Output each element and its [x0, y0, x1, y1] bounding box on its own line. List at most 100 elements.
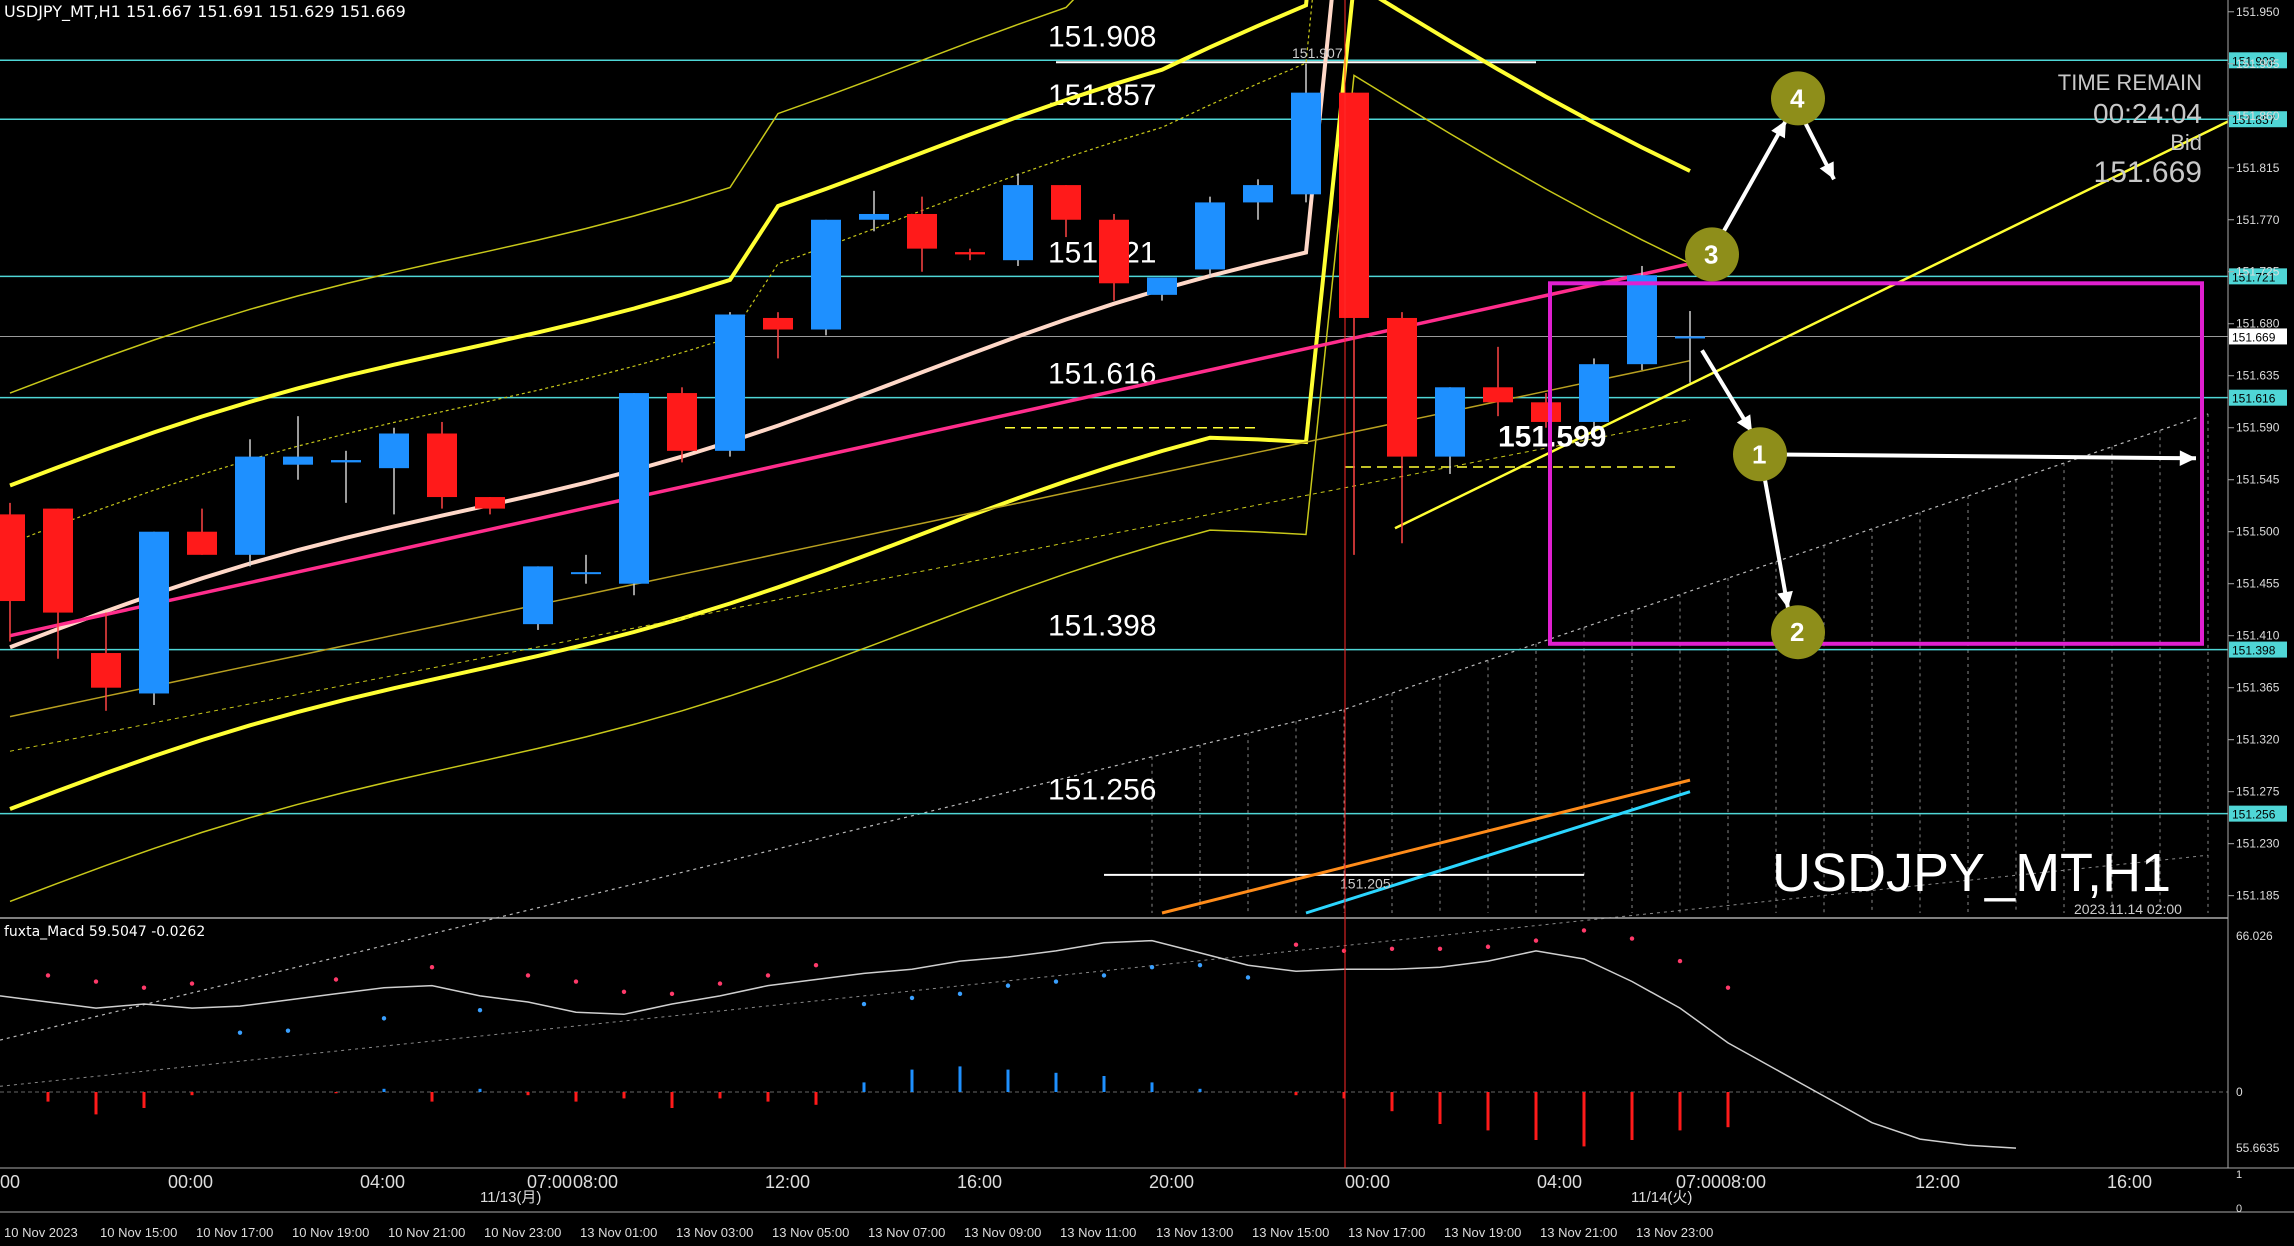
level-price-tag-text: 151.857: [2232, 113, 2276, 127]
date-tick-label: 10 Nov 23:00: [484, 1225, 561, 1240]
bollinger-bands: [9, 0, 2229, 903]
candle-bull: [331, 460, 361, 463]
candle-bear: [427, 433, 457, 498]
day-marker-label: 11/13(月): [480, 1189, 541, 1206]
ma-300: [1305, 790, 1691, 915]
candle-bear: [955, 252, 985, 255]
date-tick-label: 13 Nov 19:00: [1444, 1225, 1521, 1240]
price-tick-label: 151.275: [2236, 785, 2280, 799]
scenario-marker-label: 3: [1704, 239, 1718, 269]
ma-200: [1161, 778, 1691, 915]
band-upper-2: [9, 0, 1309, 488]
candle-bull: [1579, 364, 1609, 422]
price-tick-label: 151.950: [2236, 5, 2280, 19]
macd-signal-dot: [765, 973, 771, 978]
candle-bear: [667, 393, 697, 451]
support-resistance-levels: 151.908151.908151.857151.857151.721151.7…: [0, 20, 2287, 876]
candle-bull: [1435, 387, 1465, 457]
price-annotation: 151.599: [1498, 421, 1606, 454]
date-tick-label: 10 Nov 2023: [4, 1225, 78, 1240]
scenario-marker-4: [1771, 71, 1825, 126]
price-annotation: 151.205: [1340, 876, 1391, 892]
watermark-datetime: 2023.11.14 02:00: [2074, 901, 2182, 917]
macd-signal-dot: [237, 1030, 243, 1035]
time-remain-value: 00:24:04: [2093, 98, 2202, 129]
band-lower-3: [9, 74, 1691, 903]
macd-signal-dot: [1293, 942, 1299, 947]
price-tick-label: 151.185: [2236, 889, 2280, 903]
scenario-marker-2: [1771, 605, 1825, 660]
macd-tick-label: 66.026: [2236, 929, 2273, 943]
scenario-marker-3: [1685, 227, 1739, 282]
macd-signal-dot: [861, 1001, 867, 1007]
price-tick-label: 151.725: [2236, 265, 2280, 279]
macd-signal-dot: [1581, 928, 1587, 933]
chart-annotations: 151.907 151.599 151.205 1 2 3 4 USDJPY_MT,H1202…: [1292, 45, 2204, 917]
date-tick-label: 13 Nov 03:00: [676, 1225, 753, 1240]
candle-bull: [283, 456, 313, 465]
date-tick-label: 13 Nov 01:00: [580, 1225, 657, 1240]
candle-bear: [1099, 219, 1129, 284]
macd-signal-dot: [45, 973, 51, 978]
date-tick-label: 13 Nov 21:00: [1540, 1225, 1617, 1240]
candle-bear: [1531, 402, 1561, 422]
time-tick-label: 07:00: [1676, 1172, 1721, 1192]
macd-signal-dot: [669, 991, 675, 997]
scenario-arrowhead: [1771, 120, 1786, 139]
macd-signal-dot: [1725, 985, 1731, 990]
time-tick-label: 04:00: [360, 1172, 405, 1192]
candle-bear: [1483, 387, 1513, 403]
price-tick-label: 151.455: [2236, 577, 2280, 591]
time-tick-label: 00:00: [168, 1172, 213, 1192]
candle-bull: [1003, 185, 1033, 261]
candle-bear: [0, 514, 25, 602]
macd-signal-dot: [93, 979, 99, 984]
macd-indicator-header: fuxta_Macd 59.5047 -0.0262: [4, 924, 206, 940]
time-tick-label: 12:00: [1915, 1172, 1960, 1192]
price-tick-label: 151.230: [2236, 837, 2280, 851]
macd-signal-dot: [1533, 938, 1539, 943]
chart-symbol-header: USDJPY_MT,H1 151.667 151.691 151.629 151…: [4, 2, 406, 21]
candle-bull: [571, 572, 601, 575]
scenario-arrow: [1762, 473, 1790, 609]
ichimoku-cloud: [0, 413, 2209, 1087]
price-tick-label: 151.770: [2236, 213, 2280, 227]
date-tick-label: 13 Nov 23:00: [1636, 1225, 1713, 1240]
candle-bull: [1195, 202, 1225, 270]
candle-bull: [859, 213, 889, 220]
macd-line: [0, 939, 2017, 1149]
macd-subwindow: [0, 928, 2228, 1149]
macd-signal-dot: [1629, 936, 1635, 941]
current-price-tag: [2229, 328, 2287, 345]
macd-signal-dot: [1437, 946, 1443, 952]
candle-bear: [1051, 185, 1081, 220]
macd-signal-dot: [909, 995, 915, 1001]
scenario-marker-label: 2: [1790, 617, 1804, 647]
macd-signal-dot: [957, 991, 963, 997]
price-tick-label: 151.590: [2236, 421, 2280, 435]
macd-tick-label: 55.6635: [2236, 1141, 2280, 1155]
macd-signal-dot: [141, 985, 147, 990]
ma-fast: [9, 0, 1334, 650]
cloud-span-a: [0, 413, 2209, 1041]
level-label: 151.256: [1048, 774, 1156, 807]
macd-signal-dot: [621, 989, 627, 994]
date-tick-label: 10 Nov 17:00: [196, 1225, 273, 1240]
level-price-tag-text: 151.398: [2232, 644, 2276, 658]
level-price-tag: [2229, 111, 2287, 128]
candle-bear: [763, 317, 793, 330]
time-tick-label: 16:00: [2107, 1172, 2152, 1192]
price-tick-label: 151.905: [2236, 57, 2280, 71]
candle-bear: [1387, 317, 1417, 457]
price-tick-label: 151.860: [2236, 109, 2280, 123]
candle-bull: [619, 393, 649, 584]
macd-signal-dot: [285, 1028, 291, 1033]
ma-100: [9, 419, 1691, 752]
time-tick-label: 00:00: [1345, 1172, 1390, 1192]
macd-signal-dot: [381, 1016, 387, 1021]
scenario-arrowhead: [1736, 414, 1752, 433]
candle-bull: [1243, 185, 1273, 203]
macd-signal-dot: [1053, 979, 1059, 984]
time-tick-label: 00: [0, 1172, 20, 1192]
time-tick-label: 04:00: [1537, 1172, 1582, 1192]
